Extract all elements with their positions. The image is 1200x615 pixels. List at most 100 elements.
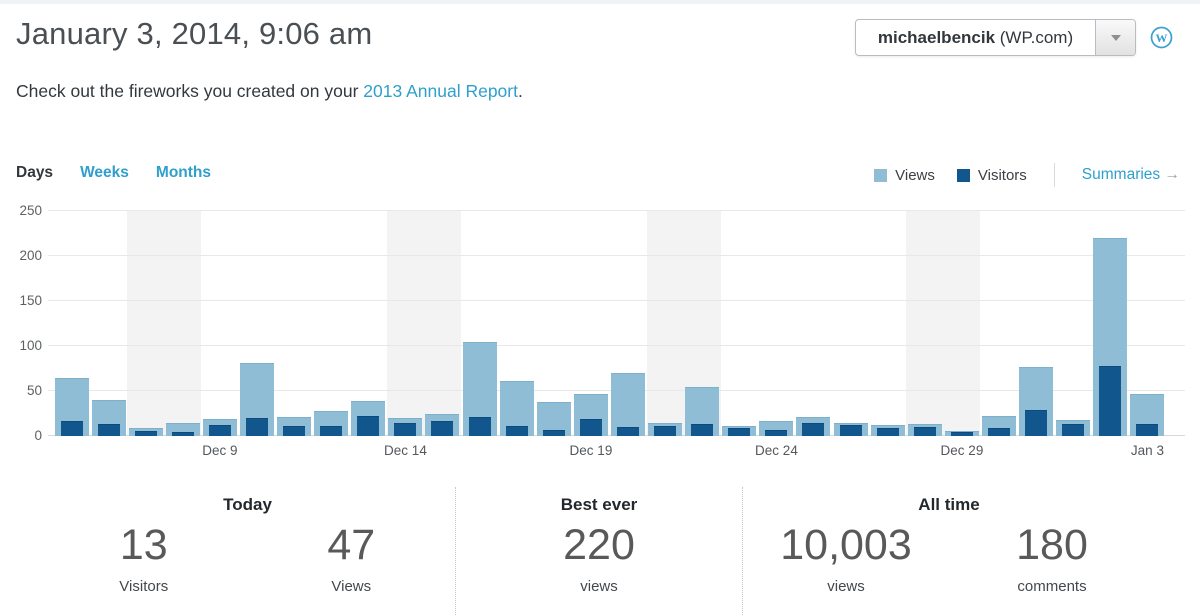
tab-weeks[interactable]: Weeks [80,164,129,181]
visitors-bar[interactable] [542,429,565,436]
visitors-bar[interactable] [246,418,269,436]
visitors-bar[interactable] [60,420,83,436]
summary-title: Today [223,495,272,514]
wordpress-logo-icon[interactable]: W [1150,26,1173,49]
bar-slot [53,211,90,436]
site-selector-value[interactable]: michaelbencik (WP.com) [856,20,1095,55]
bar-slot [721,211,758,436]
visitors-bar[interactable] [97,424,120,436]
summary-title: Best ever [560,495,638,514]
stat-label: views [580,578,618,595]
bar-slot [1129,211,1166,436]
summary-group-best-ever: Best ever 220 views [455,487,742,615]
site-selector-caret-button[interactable] [1095,20,1135,55]
visitors-bar[interactable] [950,431,973,436]
visitors-bar[interactable] [579,418,602,436]
bar-slot [424,211,461,436]
visitors-bar[interactable] [283,426,306,436]
stat-value: 10,003 [780,521,912,569]
visitors-bar[interactable] [802,423,825,436]
visitors-bar[interactable] [728,427,751,436]
stats-row: 10,003 views 180 comments [743,522,1155,595]
visitors-bar[interactable] [616,427,639,436]
visitors-bar[interactable] [394,423,417,436]
visitors-bar[interactable] [208,425,231,436]
subtitle-text: Check out the fireworks you created on y… [16,81,364,101]
y-tick-label: 250 [19,203,42,218]
visitors-bar[interactable] [357,416,380,436]
weekend-band [424,211,462,436]
stat-label: views [827,578,865,595]
bar-slot [906,211,943,436]
gridline [48,210,1185,211]
legend-visitors-label: Visitors [977,166,1027,184]
tab-days[interactable]: Days [16,164,54,181]
bar-slot [164,211,201,436]
x-tick-label: Dec 19 [569,443,613,458]
x-tick-label: Dec 29 [940,443,984,458]
y-tick-label: 50 [26,383,42,398]
visitors-bar[interactable] [505,426,528,436]
summary-group-all-time: All time 10,003 views 180 comments [742,487,1200,615]
stat-today-views: 47 Views [248,522,456,595]
weekend-band [164,211,202,436]
dropdown-caret-icon [1110,34,1121,41]
bar-slot [943,211,980,436]
bar-slot [90,211,127,436]
y-tick-label: 100 [19,338,42,353]
plot-area [48,210,1185,436]
summary-group-today: Today 13 Visitors 47 Views [0,487,455,615]
visitors-bar[interactable] [1099,365,1122,436]
visitors-bar[interactable] [1062,424,1085,436]
legend-item-views: Views [874,167,935,184]
stat-all-time-views: 10,003 views [743,522,949,595]
page-title: January 3, 2014, 9:06 am [16,16,373,51]
summaries-link[interactable]: Summaries → [1082,166,1180,184]
stat-label: comments [1017,578,1087,595]
visitors-bar[interactable] [876,427,899,436]
visitors-bar[interactable] [1136,424,1159,436]
gridline [48,345,1185,346]
chart-legend: Views Visitors Summaries → [874,163,1180,187]
legend-visitors-swatch [956,168,970,182]
x-tick-label: Dec 24 [755,443,798,458]
tab-months[interactable]: Months [155,164,212,181]
site-selector-suffix: (WP.com) [995,27,1074,47]
stats-chart: 0 50 100 150 200 250 Dec 9 Dec 14 Dec 19 Dec 24 D… [0,203,1200,463]
site-selector[interactable]: michaelbencik (WP.com) [855,19,1136,56]
x-axis: Dec 9 Dec 14 Dec 19 Dec 24 Dec 29 Jan 3 [53,443,1166,463]
summaries-label: Summaries [1081,166,1161,183]
visitors-bar[interactable] [654,426,677,436]
bar-slot [832,211,869,436]
bar-slot [313,211,350,436]
bar-slot [1055,211,1092,436]
visitors-bar[interactable] [913,427,936,436]
visitors-bar[interactable] [468,417,491,436]
visitors-bar[interactable] [171,431,194,436]
visitors-bar[interactable] [134,430,157,436]
bar-slot [535,211,572,436]
x-tick-label: Jan 3 [1130,443,1164,458]
bar-slot [498,211,535,436]
bar-slot [980,211,1017,436]
visitors-bar[interactable] [320,426,343,436]
visitors-bar[interactable] [765,429,788,436]
stat-label: Visitors [119,578,169,595]
legend-views-swatch [874,168,888,182]
stat-value: 180 [1016,521,1088,569]
visitors-bar[interactable] [987,427,1010,436]
bar-slot [461,211,498,436]
visitors-bar[interactable] [431,420,454,436]
stat-all-time-comments: 180 comments [949,522,1155,595]
visitors-bar[interactable] [1024,409,1047,436]
bars-row [53,211,1166,436]
stats-row: 220 views [456,522,742,595]
chart-period-tabs: Days Weeks Months [16,164,211,182]
arrow-right-icon: → [1164,166,1181,183]
weekend-band [646,211,684,436]
views-bar[interactable] [610,373,645,436]
visitors-bar[interactable] [691,424,714,436]
visitors-bar[interactable] [839,425,862,436]
summary-section: Today 13 Visitors 47 Views Best ever 220… [0,487,1200,615]
annual-report-link[interactable]: 2013 Annual Report [363,81,518,101]
